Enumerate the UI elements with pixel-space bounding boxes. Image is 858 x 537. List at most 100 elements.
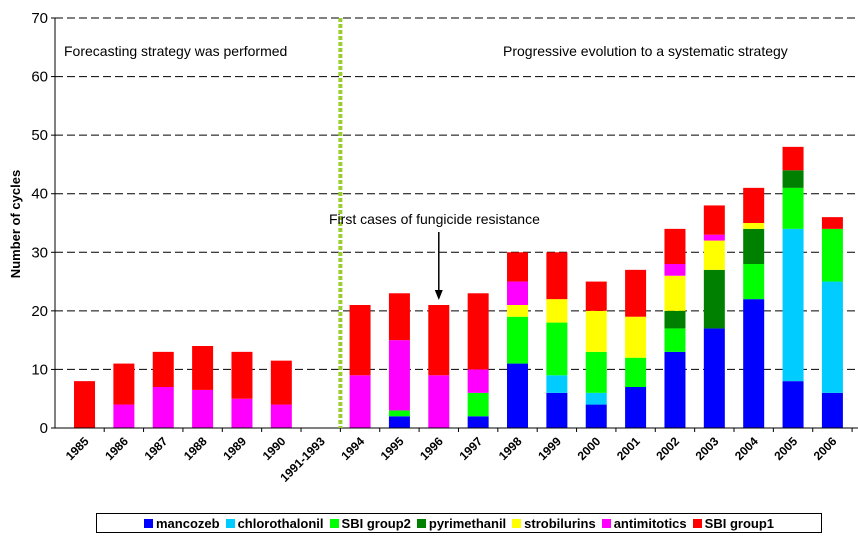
bar-segment — [703, 269, 725, 329]
y-tick-label: 0 — [40, 420, 48, 437]
x-tick-label: 1985 — [63, 434, 92, 463]
bars-layer — [74, 146, 843, 428]
bar-segment — [664, 310, 686, 329]
legend-swatch — [512, 518, 522, 528]
x-tick-label: 1997 — [456, 434, 485, 463]
x-tick-label: 1999 — [535, 434, 564, 463]
bar-segment — [664, 275, 686, 311]
bar-segment — [152, 351, 174, 387]
x-tick-label: 1996 — [417, 434, 446, 463]
x-tick-label: 1994 — [338, 434, 367, 463]
bar-segment — [113, 404, 135, 428]
legend-swatch — [692, 518, 702, 528]
bar-segment — [467, 392, 489, 417]
bar-segment — [270, 360, 292, 405]
bar-segment — [664, 351, 686, 428]
bar-segment — [231, 351, 253, 399]
bar-segment — [152, 387, 174, 428]
x-tick-label: 1986 — [102, 434, 131, 463]
bar-segment — [743, 264, 765, 300]
legend-label: antimitotics — [613, 515, 687, 531]
legend-label: pyrimethanil — [428, 515, 507, 531]
bar-segment — [546, 299, 568, 323]
x-tick-label: 1990 — [260, 434, 289, 463]
bar-segment — [782, 381, 804, 428]
y-tick-label: 40 — [31, 186, 48, 203]
bar-segment — [467, 293, 489, 370]
x-tick-label: 2003 — [693, 434, 722, 463]
bar-segment — [585, 392, 607, 405]
bar-segment — [743, 223, 765, 229]
bar-segment — [192, 346, 214, 390]
bar-segment — [507, 305, 529, 317]
bar-segment — [507, 281, 529, 305]
bar-segment — [467, 416, 489, 428]
bar-segment — [782, 228, 804, 382]
bar-segment — [388, 410, 410, 417]
x-tick-label: 1988 — [181, 434, 210, 463]
bar-segment — [546, 375, 568, 393]
bar-segment — [270, 404, 292, 428]
bar-segment — [664, 228, 686, 264]
legend-swatch — [416, 518, 426, 528]
x-tick-label: 1998 — [496, 434, 525, 463]
bar-segment — [546, 392, 568, 428]
bar-segment — [743, 228, 765, 264]
legend-item: SBI group2 — [329, 515, 411, 531]
bar-segment — [821, 281, 843, 393]
x-tick-label: 2000 — [575, 434, 604, 463]
legend-item: chlorothalonil — [225, 516, 324, 531]
bar-segment — [782, 146, 804, 171]
bar-segment — [664, 328, 686, 352]
bar-segment — [821, 217, 843, 229]
x-tick-label: 2001 — [614, 434, 643, 463]
bar-segment — [231, 398, 253, 428]
legend-label: SBI group2 — [341, 515, 411, 531]
x-tick-label: 1989 — [220, 434, 249, 463]
x-tick-label: 2006 — [811, 434, 840, 463]
y-tick-label: 20 — [31, 303, 48, 320]
bar-segment — [743, 299, 765, 428]
legend-swatch — [144, 518, 153, 528]
bar-segment — [625, 357, 647, 387]
bar-segment — [821, 392, 843, 428]
bar-segment — [782, 187, 804, 229]
bar-segment — [703, 205, 725, 235]
bar-segment — [703, 240, 725, 270]
annotation-systematic: Progressive evolution to a systematic st… — [503, 43, 788, 59]
bar-segment — [703, 234, 725, 241]
bar-segment — [625, 316, 647, 358]
legend: mancozeb chlorothalonil SBI group2 pyrimeth… — [96, 513, 822, 533]
bar-segment — [585, 310, 607, 352]
bar-segment — [467, 369, 489, 393]
legend-label: mancozeb — [156, 515, 220, 531]
legend-label: strobilurins — [524, 515, 596, 531]
bar-segment — [74, 381, 96, 428]
resistance-arrow — [434, 232, 443, 300]
bar-segment — [625, 269, 647, 317]
legend-item: SBI group1 — [692, 516, 774, 531]
bar-segment — [821, 228, 843, 282]
y-axis-ticks: 0 10 20 30 40 50 60 70 — [31, 10, 55, 437]
bar-segment — [113, 363, 135, 405]
legend-item: strobilurins — [512, 516, 596, 531]
x-tick-label: 1995 — [378, 434, 407, 463]
y-axis-label: Number of cycles — [8, 170, 23, 278]
grid-lines — [55, 17, 858, 370]
x-tick-label: 2002 — [653, 434, 682, 463]
legend-item: mancozeb — [144, 516, 220, 531]
bar-segment — [782, 170, 804, 188]
bar-segment — [349, 305, 371, 376]
bar-segment — [743, 187, 765, 223]
y-tick-label: 30 — [31, 244, 48, 261]
bar-segment — [507, 316, 529, 364]
bar-segment — [703, 328, 725, 428]
bar-segment — [388, 340, 410, 411]
bar-segment — [546, 322, 568, 376]
x-tick-label: 2005 — [771, 434, 800, 463]
y-tick-label: 60 — [31, 69, 48, 86]
legend-swatch — [225, 518, 235, 528]
legend-item: antimitotics — [601, 515, 687, 531]
bar-segment — [428, 305, 450, 376]
